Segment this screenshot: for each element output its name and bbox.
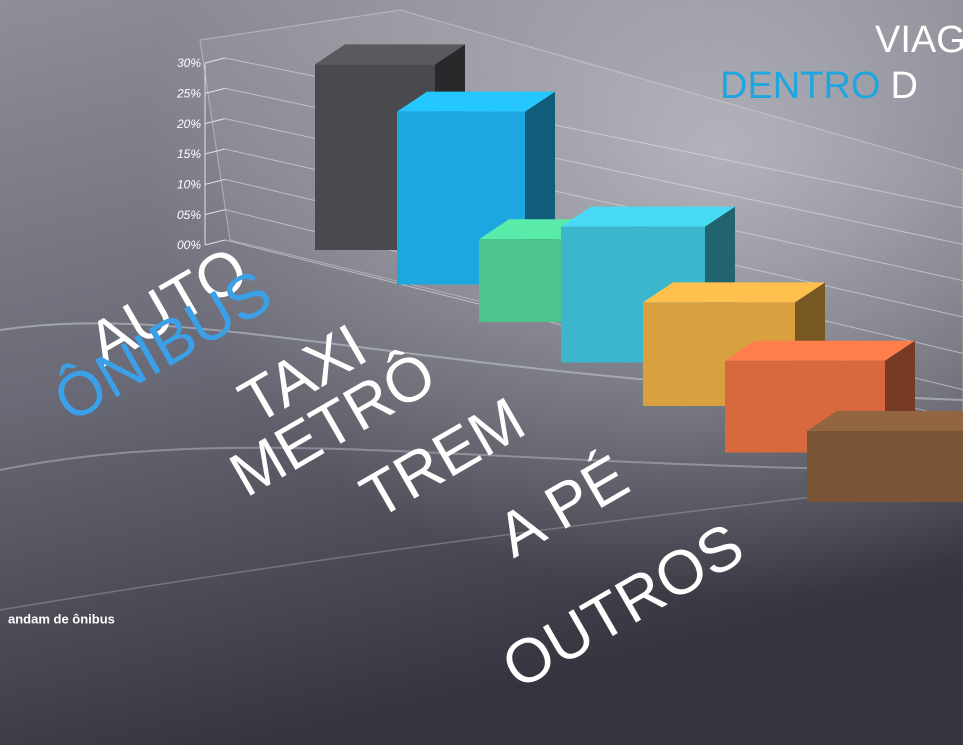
subtitle: DENTRO D (720, 65, 918, 107)
swoosh (0, 446, 963, 471)
bar-top (643, 282, 825, 303)
tick-mark (204, 209, 226, 216)
y-tick-label: 30% (177, 56, 201, 70)
y-tick-label: 20% (176, 117, 201, 131)
tick-mark (204, 118, 226, 125)
tick-mark (204, 87, 226, 94)
y-tick-label: 25% (176, 87, 201, 101)
bar (807, 410, 963, 502)
y-tick-label: 05% (177, 208, 201, 222)
tick-mark (204, 178, 226, 185)
tick-mark (204, 239, 226, 246)
bar-top (561, 206, 735, 227)
bar-top (315, 44, 465, 65)
y-tick-label: 15% (177, 147, 201, 161)
tick-mark (204, 57, 226, 64)
bar-top (807, 410, 963, 431)
subtitle-part: DENTRO (720, 65, 880, 107)
tick-mark (204, 148, 226, 155)
bar-front (807, 430, 963, 502)
annotation: andam de ônibus (8, 611, 115, 626)
title: VIAG (875, 19, 963, 61)
bar-top (725, 340, 915, 361)
subtitle-part: D (890, 65, 917, 107)
bar-top (397, 91, 555, 112)
y-tick-label: 00% (177, 238, 201, 252)
y-tick-label: 10% (177, 178, 201, 192)
